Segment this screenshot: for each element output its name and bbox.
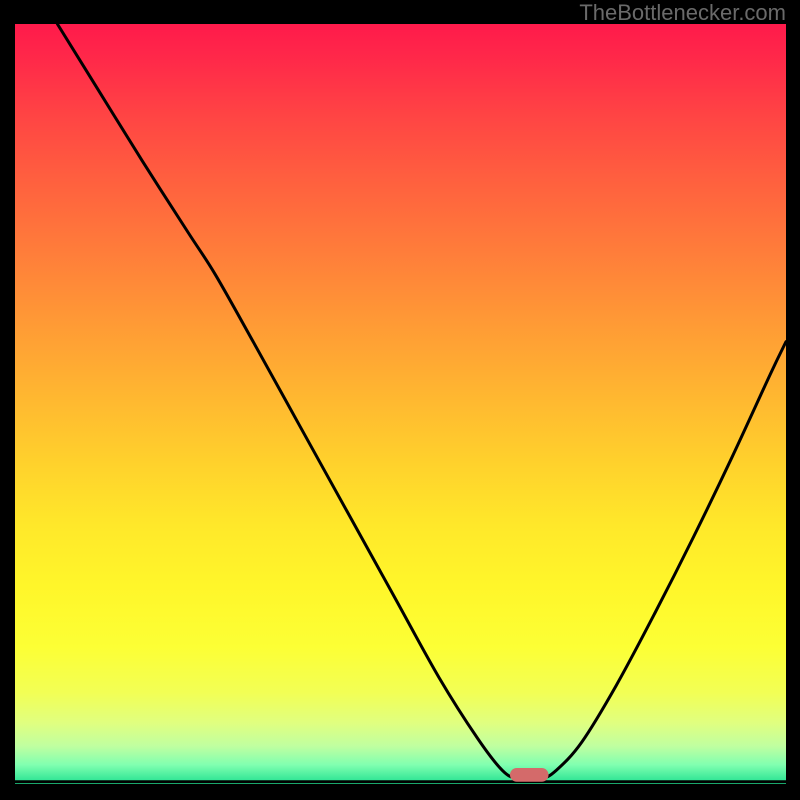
bottleneck-curve	[57, 24, 786, 780]
optimal-marker	[510, 768, 549, 782]
chart-svg	[0, 0, 800, 800]
figure-root: TheBottlenecker.com	[0, 0, 800, 800]
watermark-text: TheBottlenecker.com	[579, 0, 786, 26]
